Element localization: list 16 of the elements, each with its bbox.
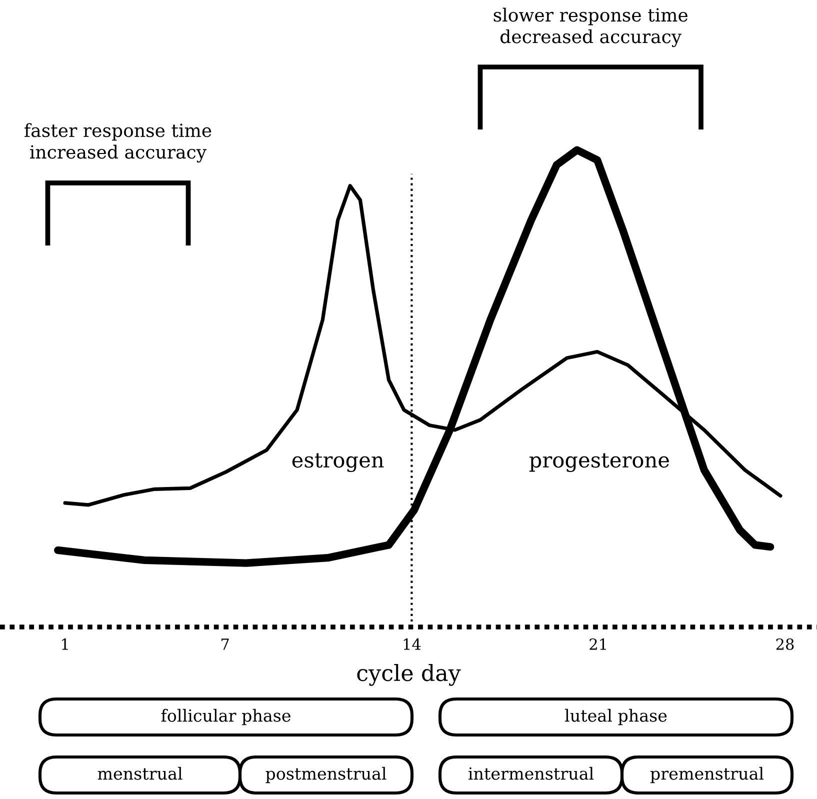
text: follicular phase (161, 708, 290, 726)
x-axis-title: cycle day (357, 664, 461, 686)
text: luteal phase (565, 708, 667, 726)
text: intermenstrual (468, 766, 594, 780)
text: menstrual (98, 766, 182, 780)
x-tick-label: 21 (590, 638, 606, 650)
x-tick-label: 14 (404, 638, 421, 650)
text: postmenstrual (266, 766, 386, 784)
annotation: faster response time increased accuracy (24, 123, 212, 163)
x-tick-label: 28 (776, 638, 794, 650)
text: slower response time decreased accuracy (494, 8, 688, 48)
text: premenstrual (650, 766, 764, 784)
series-label: progesterone (529, 453, 669, 472)
x-tick-label: 1 (62, 638, 68, 650)
series-label: estrogen (292, 453, 384, 472)
x-tick-label: 7 (221, 638, 229, 650)
